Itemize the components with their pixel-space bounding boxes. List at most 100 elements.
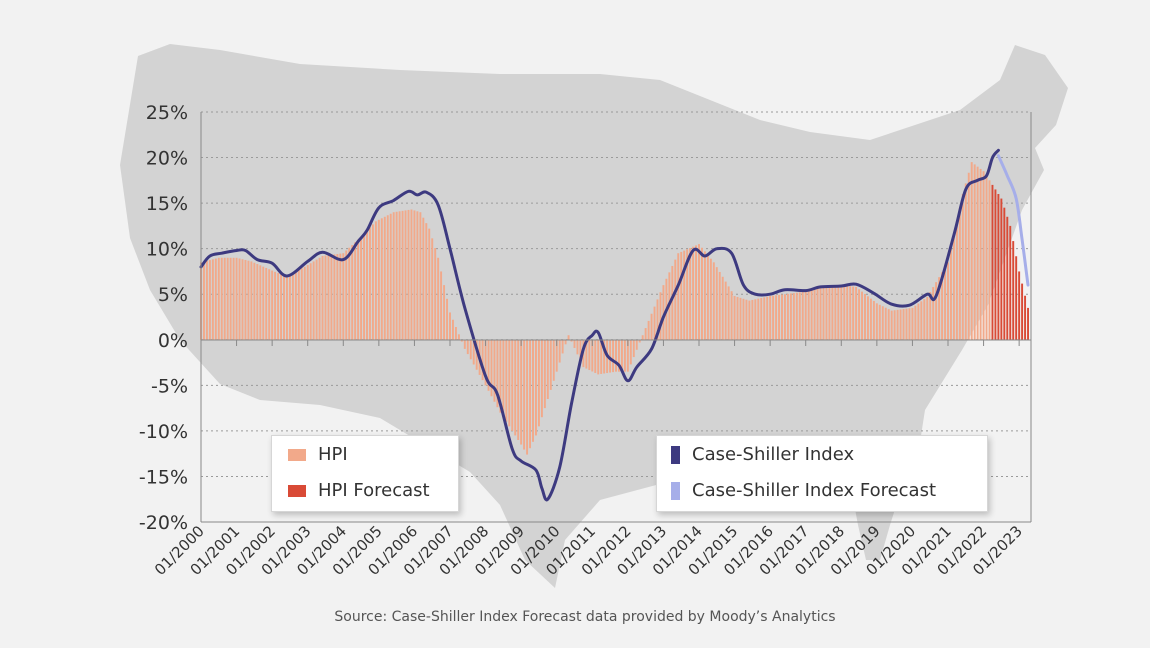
legend-label-hpi-forecast: HPI Forecast (318, 480, 430, 501)
bar (413, 210, 416, 340)
legend-right: Case-Shiller Index Case-Shiller Index Fo… (656, 435, 988, 512)
bar (795, 292, 798, 340)
bar (742, 298, 745, 340)
bar (523, 339, 526, 450)
bar (555, 339, 558, 372)
case-shiller-forecast-swatch (671, 481, 680, 500)
bar (991, 184, 994, 340)
bar (336, 254, 339, 340)
bar (256, 264, 259, 340)
bar (357, 239, 360, 340)
bar (294, 271, 297, 340)
bar (718, 271, 721, 340)
bar (911, 307, 914, 340)
bar (306, 265, 309, 340)
bar (988, 180, 991, 340)
bar (404, 210, 407, 340)
hpi-forecast-bars (991, 184, 1029, 340)
bar (327, 255, 330, 340)
bar (232, 257, 235, 340)
bar (763, 297, 766, 340)
y-tick-label: 25% (146, 102, 188, 124)
legend-left: HPI HPI Forecast (271, 435, 459, 512)
bar (481, 339, 484, 381)
bar (828, 286, 831, 340)
bar (318, 257, 321, 340)
bar (546, 339, 549, 399)
bar (309, 263, 312, 340)
bar (620, 339, 623, 372)
bar (712, 262, 715, 340)
bar (952, 235, 955, 340)
bar (709, 258, 712, 340)
bar (905, 308, 908, 340)
bar (585, 339, 588, 369)
bar (454, 327, 457, 340)
bar (893, 310, 896, 340)
bar (369, 227, 371, 340)
bar (374, 221, 377, 340)
bar (268, 269, 271, 340)
bar (407, 209, 410, 340)
bar (831, 286, 834, 340)
bar (804, 291, 807, 340)
bar (452, 319, 454, 340)
bar (896, 309, 899, 340)
bar (967, 172, 970, 340)
bar (425, 223, 428, 340)
y-tick-label: -10% (139, 421, 188, 443)
bar (597, 339, 600, 375)
bar (775, 295, 778, 340)
bar (801, 291, 804, 340)
legend-label-case-shiller-forecast: Case-Shiller Index Forecast (692, 480, 937, 501)
bar (724, 281, 727, 340)
bar (324, 255, 327, 340)
bar (760, 297, 763, 340)
bar (792, 293, 795, 340)
bar (706, 255, 709, 340)
bar (475, 339, 478, 370)
legend-label-hpi: HPI (318, 444, 348, 465)
legend-item-case-shiller: Case-Shiller Index (671, 444, 854, 465)
bar (520, 339, 523, 445)
bar (1018, 271, 1021, 340)
bar (330, 254, 333, 340)
hpi-forecast-swatch (288, 484, 306, 497)
bar (635, 339, 638, 350)
bar (656, 299, 659, 340)
bar (398, 211, 401, 340)
bar (223, 257, 226, 340)
bar (440, 271, 443, 340)
bar (632, 339, 635, 358)
bar (271, 270, 274, 340)
bar (259, 265, 262, 340)
bar (644, 328, 647, 340)
bar (366, 230, 368, 340)
bar (529, 339, 531, 449)
bar (460, 339, 463, 342)
bar (457, 334, 460, 340)
bar (745, 299, 748, 340)
bar (641, 335, 644, 340)
bar (769, 296, 772, 340)
bar (692, 246, 695, 340)
bar (840, 285, 843, 340)
bar (653, 306, 656, 340)
case-shiller-forecast-line (996, 154, 1030, 287)
bar (214, 258, 217, 340)
bar (354, 242, 357, 340)
bar (671, 265, 674, 340)
bar (1009, 225, 1012, 340)
y-tick-label: 5% (158, 284, 188, 306)
bar (250, 261, 253, 340)
bar (964, 183, 967, 340)
bar (526, 339, 529, 455)
bar (286, 276, 288, 340)
y-tick-label: 20% (146, 148, 188, 170)
bar (588, 339, 591, 371)
bar (813, 289, 816, 340)
bar (1015, 256, 1018, 340)
bar (348, 247, 351, 340)
bar (1021, 283, 1024, 340)
y-tick-label: 10% (146, 239, 188, 261)
